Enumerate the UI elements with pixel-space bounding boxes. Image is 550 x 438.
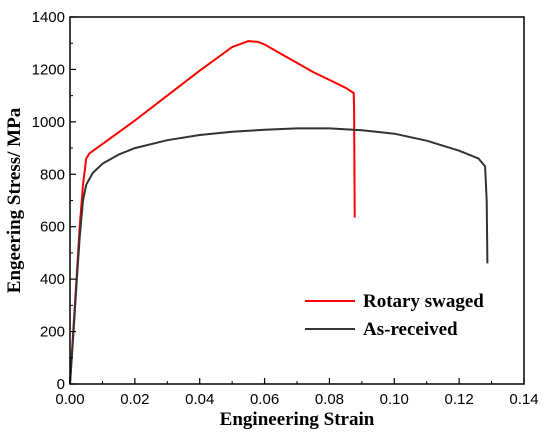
y-tick-label: 200	[40, 324, 65, 341]
y-tick-label: 1200	[32, 61, 65, 78]
series-line-as-received	[69, 127, 489, 385]
x-tick-label: 0.04	[185, 391, 214, 408]
x-tick-label: 0.00	[55, 391, 84, 408]
x-tick-label: 0.14	[509, 391, 538, 408]
legend-label-rotary-swaged: Rotary swaged	[363, 291, 484, 312]
y-axis-title: Engeering Stress/ MPa	[4, 107, 25, 293]
y-tick-label: 1000	[32, 114, 65, 131]
x-tick-label: 0.10	[380, 391, 409, 408]
series-layer	[69, 40, 489, 385]
legend-label-as-received: As-received	[363, 319, 458, 340]
x-tick-label: 0.08	[315, 391, 344, 408]
x-tick-label: 0.02	[120, 391, 149, 408]
y-tick-label: 800	[40, 166, 65, 183]
y-tick-label: 0	[57, 376, 65, 393]
series-line-rotary-swaged	[69, 40, 356, 385]
x-tick-label: 0.12	[445, 391, 474, 408]
x-axis-ticks: 0.00 0.02 0.04 0.06 0.08 0.10 0.12 0.14	[55, 378, 539, 408]
y-axis-ticks: 0 200 400 600 800 1000 1200 1400	[32, 9, 76, 393]
y-tick-label: 1400	[32, 9, 65, 26]
y-tick-label: 400	[40, 271, 65, 288]
legend: Rotary swaged As-received	[305, 291, 484, 340]
y-tick-label: 600	[40, 219, 65, 236]
x-tick-label: 0.06	[250, 391, 279, 408]
x-axis-title: Engineering Strain	[220, 409, 375, 430]
